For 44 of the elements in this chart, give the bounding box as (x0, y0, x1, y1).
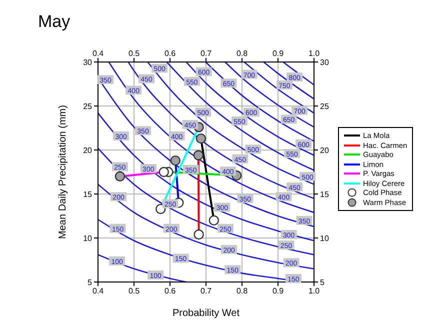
line-series (186, 62, 314, 156)
x2-tick-label: 0.7 (200, 286, 212, 296)
y2-tick-label: 10 (320, 234, 330, 243)
line-series (98, 184, 314, 270)
x2-tick-label: 1.0 (308, 286, 320, 296)
point (170, 155, 181, 166)
x2-tick-label: 0.6 (164, 286, 176, 296)
x-axis-title: Probability Wet (172, 308, 240, 319)
x2-tick-label: 0.9 (272, 286, 284, 296)
point (193, 150, 204, 160)
y-tick-label: 30 (83, 58, 93, 67)
x-tick-label: 0.6 (164, 49, 176, 58)
x-tick-label: 0.7 (200, 49, 212, 58)
chart-title: May (38, 12, 70, 32)
y2-tick-label: 30 (320, 58, 330, 67)
x-tick-label: 0.4 (92, 49, 104, 58)
y-tick-label: 10 (83, 234, 93, 243)
line-series (166, 62, 314, 171)
y-tick-label: 20 (83, 146, 93, 155)
x2-tick-label: 0.8 (236, 286, 248, 296)
point (158, 166, 169, 178)
x-tick-label: 1.0 (308, 49, 320, 58)
line-series (224, 62, 314, 128)
y-tick-label: 15 (83, 190, 93, 199)
point (114, 171, 126, 182)
y-tick-label: 5 (88, 278, 93, 287)
x-tick-label: 0.9 (272, 49, 284, 58)
x-tick-label: 0.5 (128, 49, 140, 58)
y-axis-title: Mean Daily Precipitation (mm) (58, 105, 69, 239)
y-tick-label: 25 (83, 102, 93, 111)
line-series (98, 148, 314, 256)
point (208, 215, 220, 226)
point (196, 133, 206, 144)
x2-tick-label: 0.5 (128, 286, 140, 296)
line-series (98, 254, 187, 282)
y2-tick-label: 25 (320, 102, 330, 111)
x-tick-label: 0.8 (236, 49, 248, 58)
y2-tick-label: 15 (320, 190, 330, 199)
y2-tick-label: 20 (320, 146, 330, 155)
point (156, 204, 166, 214)
line-series (98, 112, 314, 242)
y2-tick-label: 5 (320, 278, 325, 287)
x2-tick-label: 0.4 (92, 286, 104, 296)
point (194, 229, 204, 240)
